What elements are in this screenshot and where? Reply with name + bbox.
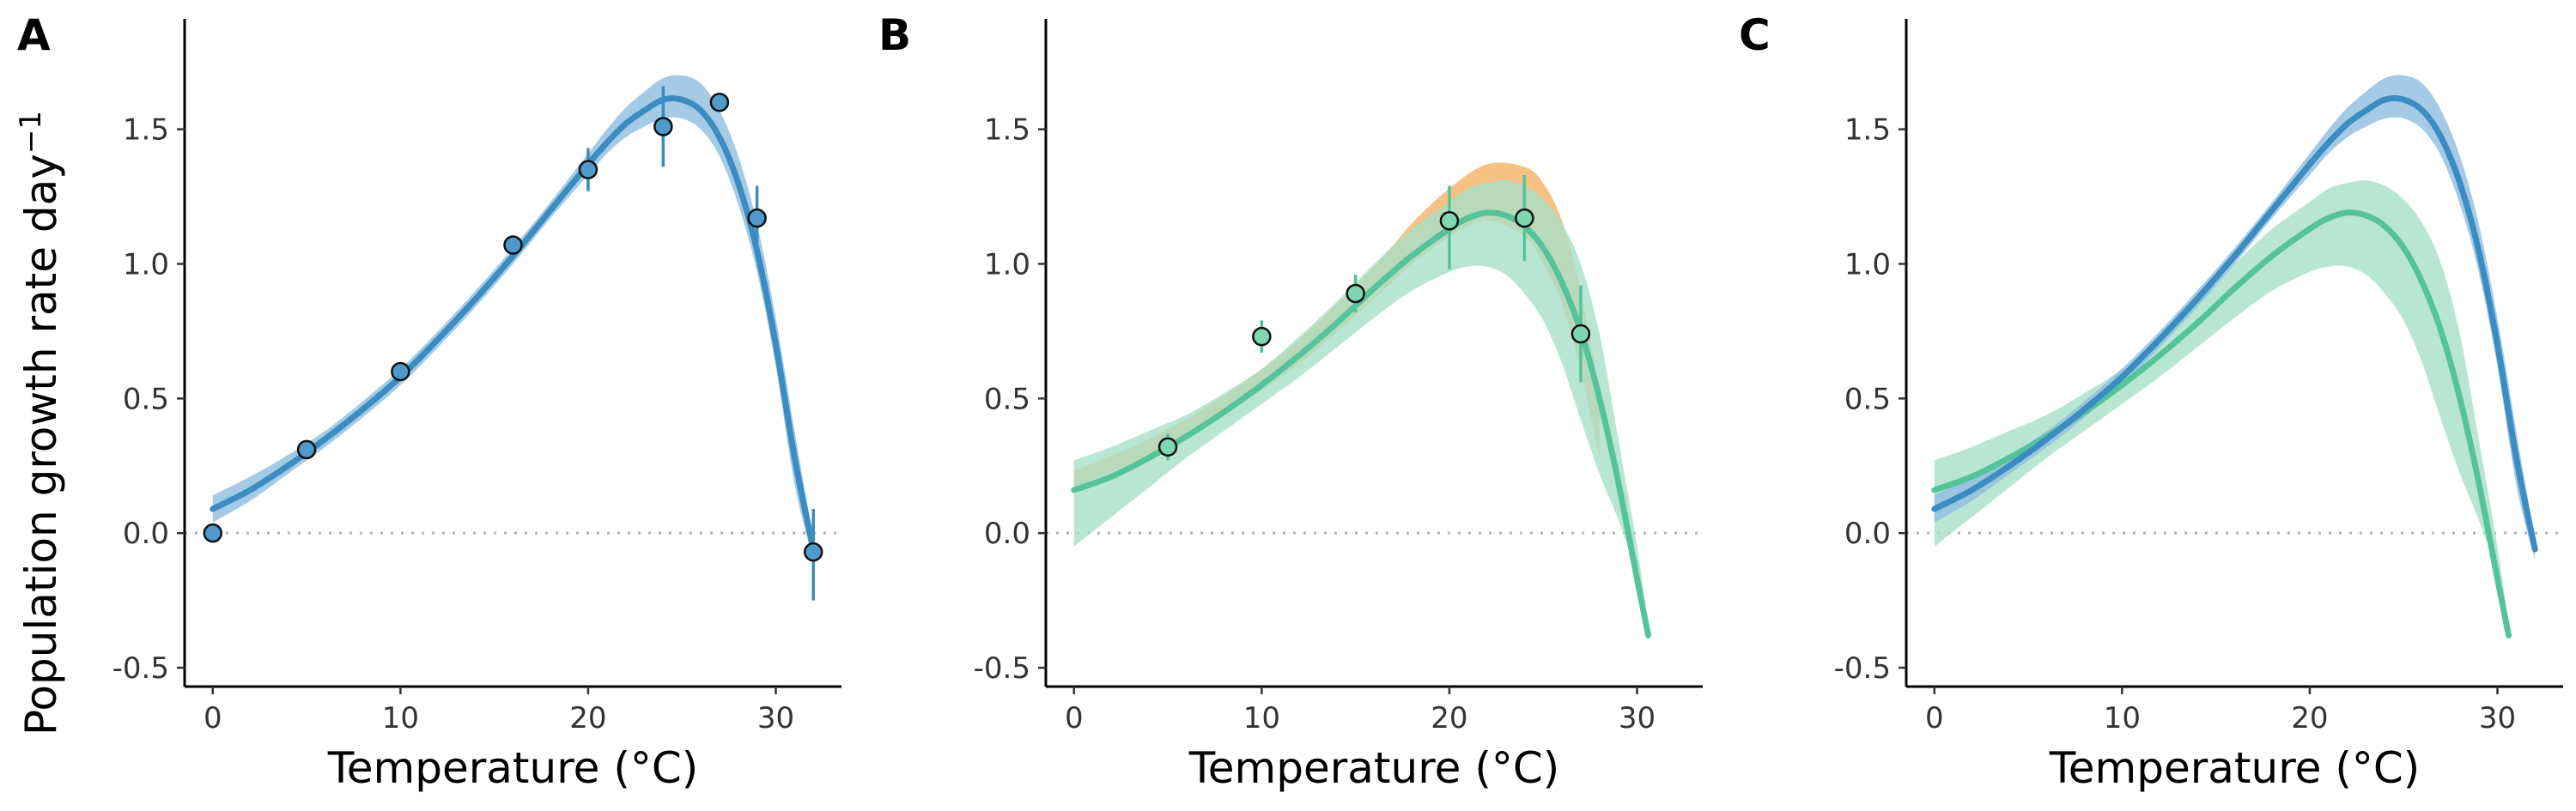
x-axis-title: Temperature (°C) <box>1188 743 1560 793</box>
fitted-curve <box>1931 95 2538 553</box>
data-point <box>803 542 823 562</box>
y-tick-label: 1.5 <box>984 113 1030 148</box>
x-tick-label: 0 <box>1065 701 1084 735</box>
panel-label: C <box>1739 10 1771 60</box>
data-point <box>578 160 598 179</box>
panel-label: B <box>878 10 911 60</box>
y-tick-label: 0.0 <box>1844 517 1891 551</box>
confidence-band <box>1073 180 1649 627</box>
data-point <box>203 523 223 543</box>
y-tick-label: -0.5 <box>1834 651 1891 686</box>
y-tick-label: 0.5 <box>984 382 1030 416</box>
y-tick-label: 1.0 <box>123 247 169 281</box>
panel-c: C -0.5 0.0 0.5 1.0 1.5 0 10 20 30 Temperature (°C) <box>1739 10 2563 793</box>
y-tick-label: 0.5 <box>1844 382 1891 416</box>
x-tick-label: 20 <box>2291 701 2328 735</box>
data-point <box>653 117 673 136</box>
x-tick-label: 10 <box>382 701 419 735</box>
x-tick-label: 0 <box>1925 701 1944 735</box>
data-point <box>1157 437 1178 457</box>
data-point <box>1515 208 1534 228</box>
data-point <box>1571 324 1591 344</box>
x-tick-label: 30 <box>2479 701 2516 735</box>
x-axis-title: Temperature (°C) <box>327 743 699 793</box>
x-tick-label: 30 <box>1619 701 1656 735</box>
data-point <box>1252 326 1272 347</box>
panel-a: A -0.5 0.0 0.5 1.0 1.5 0 10 20 30 Temperature (°C) <box>17 10 841 793</box>
y-axis-title-main: Population growth rate day <box>16 154 66 735</box>
data-point <box>1439 211 1460 231</box>
fitted-curve <box>210 95 817 553</box>
data-point <box>747 208 767 228</box>
panel-b: B -0.5 0.0 0.5 1.0 1.5 0 10 20 30 Temperature (°C) <box>878 10 1703 793</box>
y-tick-label: 1.0 <box>984 247 1030 281</box>
y-tick-label: 1.5 <box>1844 113 1891 148</box>
y-axis-title: Population growth rate day−1 <box>14 111 66 735</box>
x-tick-label: 20 <box>569 701 606 735</box>
x-tick-label: 0 <box>204 701 222 735</box>
data-point <box>296 439 317 460</box>
x-tick-label: 30 <box>757 701 794 735</box>
y-tick-label: 0.0 <box>123 517 169 551</box>
confidence-band <box>1934 180 2509 627</box>
y-tick-label: 0.5 <box>123 382 169 416</box>
panel-label: A <box>17 10 51 60</box>
y-tick-label: 1.0 <box>1844 247 1891 281</box>
x-tick-label: 10 <box>1243 701 1280 735</box>
data-point <box>709 93 730 112</box>
x-tick-label: 10 <box>2104 701 2141 735</box>
y-axis-title-superscript: −1 <box>14 111 48 154</box>
y-tick-label: -0.5 <box>112 651 169 686</box>
data-point <box>503 235 523 255</box>
y-tick-label: 0.0 <box>984 517 1030 551</box>
x-axis-title: Temperature (°C) <box>2049 743 2421 793</box>
y-tick-label: 1.5 <box>123 113 169 148</box>
y-tick-label: -0.5 <box>974 651 1030 686</box>
x-tick-label: 20 <box>1431 701 1467 735</box>
fitted-curve <box>1071 209 1652 639</box>
data-point <box>1346 283 1365 304</box>
data-point <box>391 361 410 382</box>
